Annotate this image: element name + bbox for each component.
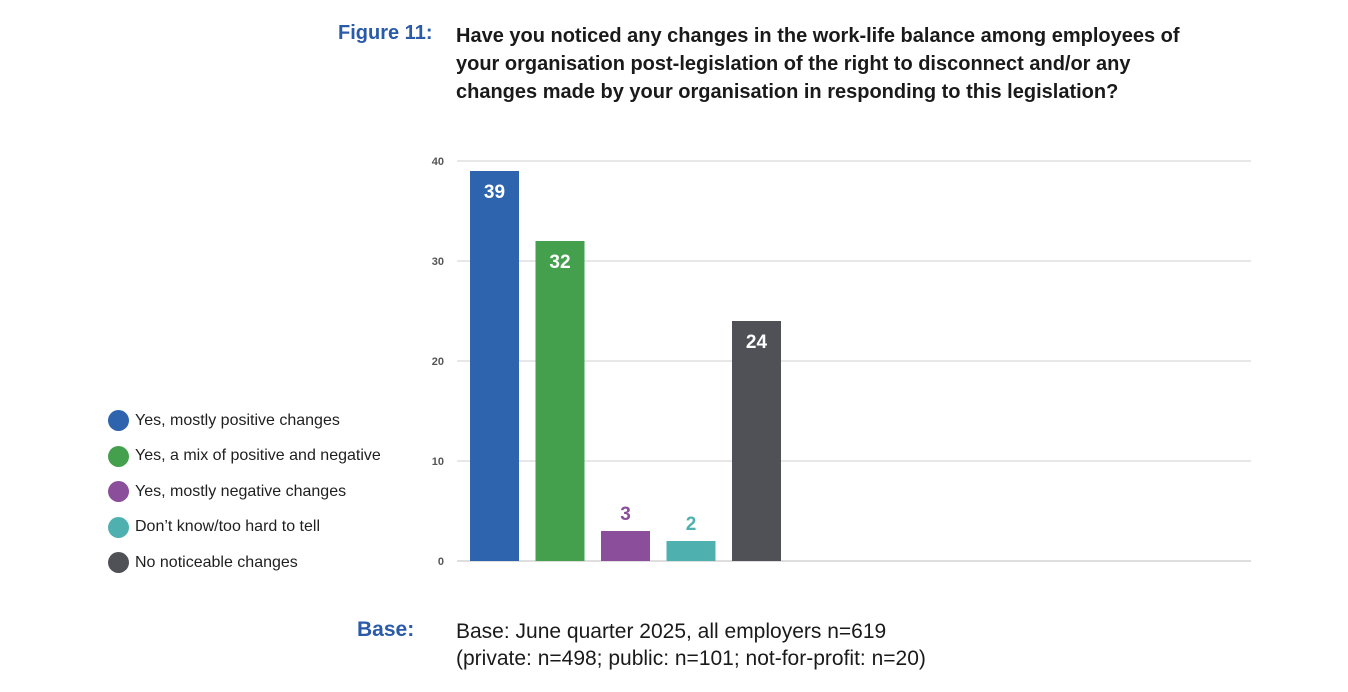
base-line-1: Base: June quarter 2025, all employers n… (456, 620, 887, 643)
legend-item: Yes, mostly negative changes (108, 474, 381, 510)
y-tick-label: 0 (438, 556, 444, 568)
legend-swatch (108, 516, 129, 538)
legend-swatch (108, 410, 129, 432)
bar (666, 541, 716, 561)
bar-value-label: 39 (484, 182, 505, 203)
bar-value-label: 2 (686, 514, 697, 535)
legend-swatch (108, 552, 129, 574)
bar-value-label: 24 (746, 332, 768, 353)
y-tick-label: 10 (432, 456, 444, 468)
bar-value-label: 3 (620, 504, 631, 525)
base-line-2: (private: n=498; public: n=101; not-for-… (456, 647, 926, 670)
y-tick-label: 40 (432, 156, 444, 168)
base-text: Base: June quarter 2025, all employers n… (456, 618, 926, 672)
bar (535, 241, 585, 561)
bar (601, 531, 650, 561)
legend-item: Yes, a mix of positive and negative (108, 439, 381, 475)
legend-item: Don’t know/too hard to tell (108, 510, 381, 546)
base-label: Base: (357, 618, 415, 641)
chart-legend: Yes, mostly positive changes Yes, a mix … (108, 403, 381, 581)
legend-label: Yes, mostly negative changes (135, 482, 347, 500)
legend-swatch (108, 481, 129, 503)
legend-item: Yes, mostly positive changes (108, 403, 381, 439)
bar (470, 171, 519, 561)
bar (732, 321, 781, 561)
y-tick-label: 20 (432, 356, 444, 368)
legend-label: Yes, mostly positive changes (135, 411, 340, 429)
legend-swatch (108, 445, 129, 467)
legend-label: Yes, a mix of positive and negative (135, 447, 381, 465)
figure-title: Have you noticed any changes in the work… (456, 25, 1180, 103)
legend-item: No noticeable changes (108, 545, 381, 581)
legend-label: Don’t know/too hard to tell (135, 518, 320, 536)
figure-label: Figure 11: (338, 22, 433, 44)
legend-label: No noticeable changes (135, 553, 298, 571)
bar-value-label: 32 (549, 252, 570, 273)
y-tick-label: 30 (432, 256, 444, 268)
